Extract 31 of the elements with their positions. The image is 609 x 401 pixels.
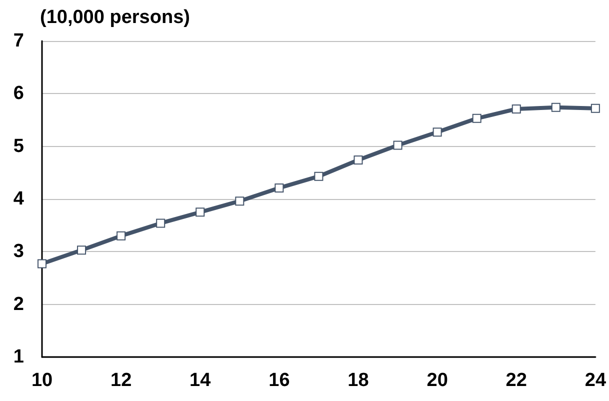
point [156,218,166,228]
point [77,246,86,255]
x-tick-label: 24 [584,370,606,391]
y-tick-label: 6 [13,83,24,104]
point [116,231,126,240]
point [314,172,324,181]
point [235,196,244,206]
point [432,128,442,137]
x-tick-label: 18 [348,370,369,391]
y-tick-label: 2 [13,294,24,315]
point [393,140,402,150]
x-tick-label: 20 [426,370,448,391]
point [590,104,600,113]
y-axis-title: (10,000 persons) [40,7,190,28]
point [551,102,560,112]
point [274,183,284,192]
point [38,259,46,268]
y-tick-label: 7 [13,30,24,52]
y-tick-label: 3 [13,241,24,262]
x-tick-label: 10 [31,370,53,391]
point [196,208,205,217]
point [472,114,482,123]
x-tick-label: 22 [506,370,527,391]
x-tick-label: 14 [190,370,212,391]
x-tick-label: 12 [110,370,132,391]
x-tick-label: 16 [268,370,290,391]
y-tick-label: 4 [13,188,24,210]
y-tick-label: 1 [13,346,24,368]
point [512,104,521,114]
y-tick-label: 5 [13,136,24,157]
point [354,156,363,165]
